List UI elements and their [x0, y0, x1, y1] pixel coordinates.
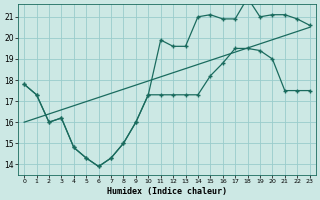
X-axis label: Humidex (Indice chaleur): Humidex (Indice chaleur): [107, 187, 227, 196]
